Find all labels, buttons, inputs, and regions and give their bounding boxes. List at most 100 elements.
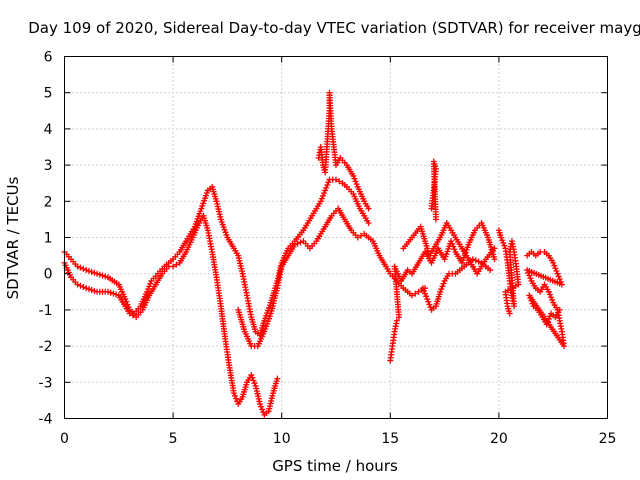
y-axis-label: SDTVAR / TECUs [4, 176, 22, 299]
data-point [297, 239, 304, 246]
y-tick-label: 0 [44, 267, 53, 283]
data-point [126, 310, 133, 317]
data-point [83, 285, 90, 292]
data-point [274, 375, 281, 382]
data-point [250, 377, 257, 384]
x-tick-label: 15 [381, 431, 399, 447]
data-point [526, 272, 533, 279]
data-point [317, 198, 324, 205]
data-point [546, 291, 553, 298]
data-point [357, 232, 364, 239]
data-point [232, 392, 239, 399]
data-point [525, 269, 532, 276]
data-point [99, 272, 106, 279]
data-point [412, 290, 419, 297]
data-point [80, 265, 87, 272]
data-point [256, 401, 263, 408]
y-tick-label: 5 [44, 86, 53, 102]
data-point [437, 288, 444, 295]
data-point [233, 395, 240, 402]
data-point [80, 283, 87, 290]
data-point [102, 273, 109, 280]
data-point [526, 292, 533, 299]
data-point [107, 289, 114, 296]
data-point [350, 172, 357, 179]
data-point [258, 403, 265, 410]
data-point [524, 267, 531, 274]
data-point [230, 390, 237, 397]
data-point [85, 286, 92, 293]
data-point [321, 190, 328, 197]
data-point [74, 263, 81, 270]
data-point [440, 280, 447, 287]
data-point [425, 298, 432, 305]
data-point [552, 265, 559, 272]
data-point [439, 283, 446, 290]
data-point [409, 292, 416, 299]
data-point [546, 313, 553, 320]
data-point [259, 406, 266, 413]
data-point [527, 295, 534, 302]
data-point [325, 179, 332, 186]
data-point [424, 296, 431, 303]
y-tick-label: -1 [39, 303, 53, 319]
data-point [475, 258, 482, 265]
data-point [551, 262, 558, 269]
data-point [323, 184, 330, 191]
data-point [251, 380, 258, 387]
data-point [248, 372, 255, 379]
data-points [61, 89, 568, 418]
data-point [499, 237, 506, 244]
grid [64, 56, 608, 419]
data-point [336, 178, 343, 185]
data-point [113, 291, 120, 298]
data-point [556, 306, 563, 313]
data-point [351, 175, 358, 182]
data-point [77, 282, 84, 289]
data-point [491, 245, 498, 252]
data-point [487, 267, 494, 274]
data-point [469, 256, 476, 263]
data-point [550, 259, 557, 266]
data-point [529, 300, 536, 307]
data-point [110, 290, 117, 297]
data-point [450, 243, 457, 250]
data-point [173, 261, 180, 268]
y-tick-label: 3 [44, 158, 53, 174]
data-point [88, 286, 95, 293]
tick-marks [64, 56, 608, 419]
data-point [393, 317, 400, 324]
data-point [501, 242, 508, 249]
data-point [352, 178, 359, 185]
y-tick-label: 6 [44, 50, 53, 66]
data-point [545, 288, 552, 295]
data-point [354, 234, 361, 241]
data-point [144, 288, 151, 295]
chart-title: Day 109 of 2020, Sidereal Day-to-day VTE… [28, 19, 640, 37]
data-point [449, 240, 456, 247]
data-point [319, 192, 326, 199]
data-point [498, 234, 505, 241]
data-point [249, 374, 256, 381]
data-point [527, 275, 534, 282]
y-tick-label: -3 [39, 375, 53, 391]
x-tick-label: 25 [599, 431, 617, 447]
data-point [491, 256, 498, 263]
data-point [438, 286, 445, 293]
data-point [506, 310, 513, 317]
data-point [353, 181, 360, 188]
data-point [74, 281, 81, 288]
data-point [294, 240, 301, 247]
data-point [548, 294, 555, 301]
data-point [472, 257, 479, 264]
data-point [419, 285, 426, 292]
data-point [544, 318, 551, 325]
data-point [146, 283, 153, 290]
data-point [318, 195, 325, 202]
y-tick-label: 1 [44, 231, 53, 247]
data-point [423, 293, 430, 300]
data-point [451, 246, 458, 253]
data-point [260, 409, 267, 416]
plot-frame [64, 56, 608, 419]
